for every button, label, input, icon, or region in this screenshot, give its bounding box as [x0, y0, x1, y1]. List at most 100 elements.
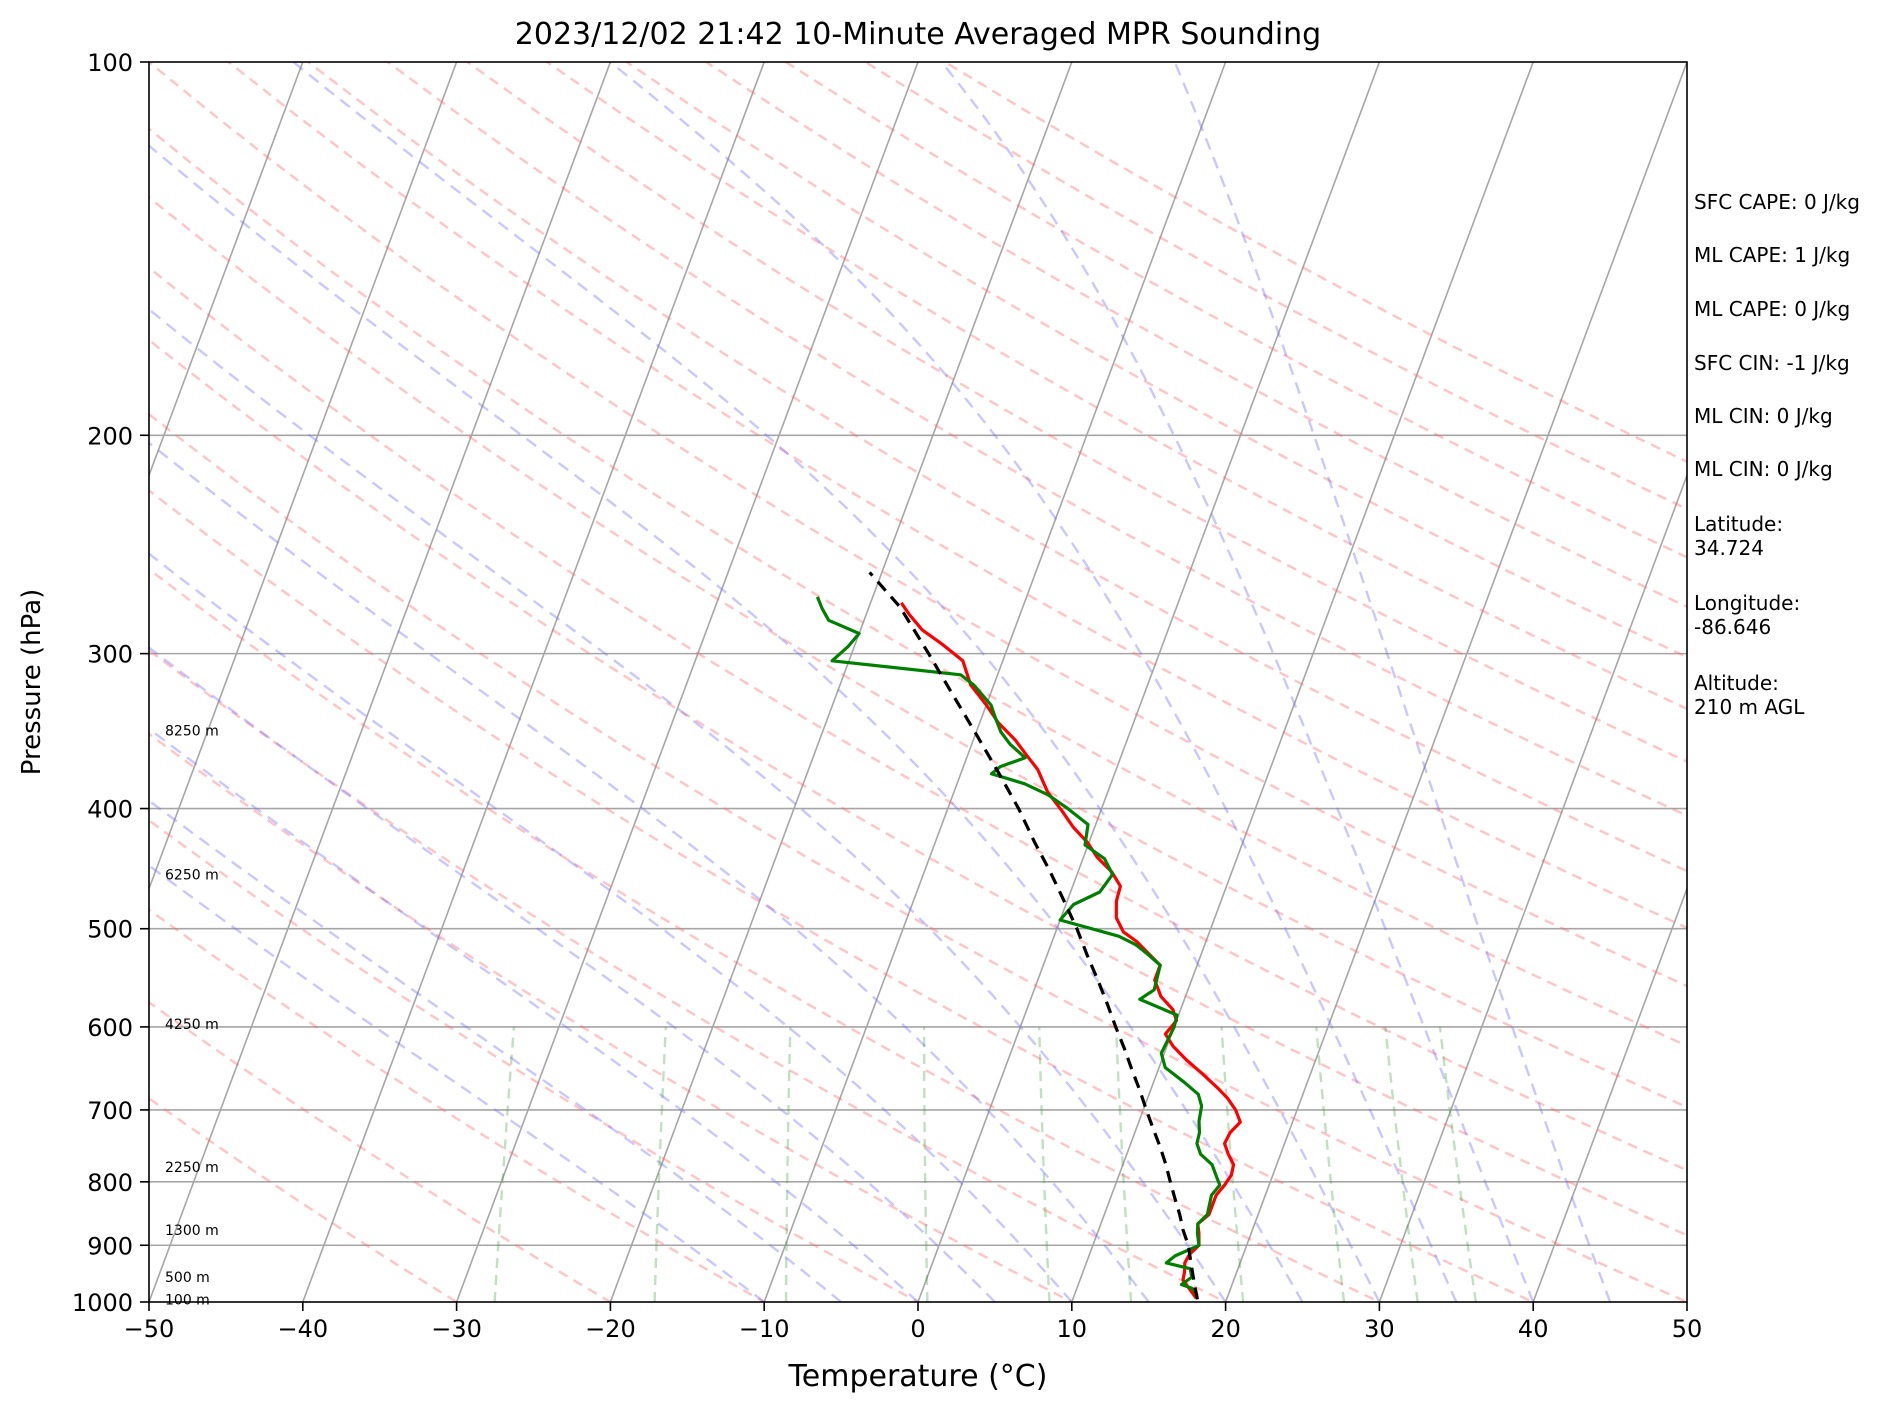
moist-adiabat-line [149, 864, 765, 1302]
isotherm-line [0, 5, 16, 1328]
moist-adiabat-line [149, 727, 919, 1302]
dry-adiabat-line [149, 648, 1229, 1302]
dry-adiabat-line [227, 62, 1687, 930]
mixing-ratio-line [922, 1026, 929, 1302]
x-tick-label: −20 [585, 1315, 636, 1343]
dry-adiabat-line [625, 62, 1687, 659]
dry-adiabat-line [386, 62, 1687, 818]
y-axis-label: Pressure (hPa) [17, 589, 47, 776]
dry-adiabat-line [149, 567, 1383, 1302]
y-tick-label: 1000 [72, 1289, 133, 1317]
height-label: 100 m [165, 1292, 210, 1308]
mixing-ratio-line [1038, 1026, 1051, 1302]
parcel-path-line [868, 571, 1199, 1300]
height-label: 1300 m [165, 1223, 219, 1239]
mixing-ratio-line [1220, 1026, 1245, 1302]
altitude-label: Altitude: 210 m AGL [1694, 671, 1805, 719]
x-axis-ticks: −50 −40 −30 −20 −10 0 10 20 30 40 50 [124, 1302, 1703, 1343]
isotherm-line [1378, 473, 1687, 1302]
ml-cin-label: ML CIN: 0 J/kg [1694, 404, 1833, 428]
dry-adiabat-line [149, 489, 1537, 1302]
isotherm-line [917, 62, 1381, 1302]
isotherm-line [149, 62, 304, 478]
moist-adiabat-line [940, 62, 1535, 1302]
x-tick-label: 40 [1518, 1315, 1549, 1343]
isotherm-line [149, 62, 458, 891]
dry-adiabat-line [546, 62, 1687, 711]
longitude-label: Longitude: -86.646 [1694, 591, 1801, 639]
reference-lines [0, 5, 1687, 1328]
x-tick-label: 10 [1057, 1315, 1088, 1343]
mixing-ratio-line [784, 1026, 792, 1302]
dry-adiabat-line [149, 1000, 613, 1302]
height-label: 2250 m [165, 1160, 219, 1176]
chart-title: 2023/12/02 21:42 10-Minute Averaged MPR … [515, 17, 1321, 52]
isotherm-line [763, 62, 1227, 1302]
y-tick-label: 300 [87, 641, 133, 669]
x-tick-label: −40 [277, 1315, 328, 1343]
x-tick-label: −30 [431, 1315, 482, 1343]
data-series [815, 571, 1242, 1300]
y-tick-label: 800 [87, 1169, 133, 1197]
moist-adiabat-line [609, 62, 1458, 1302]
latitude-label: Latitude: 34.724 [1694, 512, 1784, 560]
x-tick-label: 0 [910, 1315, 925, 1343]
y-axis-ticks: 1000 900 800 700 600 500 400 300 200 100 [72, 49, 149, 1317]
dry-adiabat-line [149, 127, 1687, 1048]
y-tick-label: 500 [87, 916, 133, 944]
x-tick-label: 30 [1364, 1315, 1395, 1343]
height-labels: 100 m 500 m 1300 m 2250 m 4250 m 6250 m 8250 m [165, 724, 219, 1309]
sfc-cape-label: SFC CAPE: 0 J/kg [1694, 190, 1860, 214]
x-tick-label: −10 [739, 1315, 790, 1343]
ml-cin-label-2: ML CIN: 0 J/kg [1694, 457, 1833, 481]
dry-adiabat-line [149, 1096, 459, 1302]
mixing-ratio-line [493, 1026, 516, 1302]
y-tick-label: 700 [87, 1097, 133, 1125]
moist-adiabat-line [1173, 62, 1612, 1302]
height-label: 4250 m [165, 1017, 219, 1033]
moist-adiabat-line [149, 646, 996, 1302]
mixing-ratio-line [1315, 1026, 1346, 1302]
dry-adiabat-line [149, 908, 767, 1302]
dry-adiabat-line [149, 412, 1687, 1302]
dry-adiabat-line [149, 266, 1687, 1172]
isotherm-line [301, 62, 766, 1302]
y-tick-label: 100 [87, 49, 133, 77]
moist-adiabat-line [149, 552, 1073, 1302]
isotherm-line [455, 62, 919, 1302]
x-tick-label: −50 [124, 1315, 175, 1343]
moist-adiabat-line [149, 441, 1150, 1302]
dry-adiabat-line [466, 62, 1687, 763]
y-tick-label: 200 [87, 422, 133, 450]
mixing-ratio-line [1384, 1026, 1419, 1302]
ml-cape-label-2: ML CAPE: 0 J/kg [1694, 297, 1851, 321]
mixing-ratio-line [653, 1026, 667, 1302]
isotherm-line [609, 62, 1073, 1302]
isotherm-line [1532, 886, 1687, 1302]
moist-adiabat-line [292, 62, 1381, 1302]
ml-cape-label: ML CAPE: 1 J/kg [1694, 243, 1851, 267]
y-tick-label: 400 [87, 796, 133, 824]
height-label: 6250 m [165, 867, 219, 883]
isotherm-line [1070, 62, 1535, 1302]
height-label: 8250 m [165, 724, 219, 740]
mixing-ratio-line [1438, 1026, 1478, 1302]
dry-adiabat-line [149, 338, 1687, 1237]
isotherm-line [149, 62, 612, 1302]
height-label: 500 m [165, 1270, 210, 1286]
mixing-ratio-line [1114, 1026, 1133, 1302]
moist-adiabat-line [149, 144, 1304, 1302]
sfc-cin-label: SFC CIN: -1 J/kg [1694, 351, 1850, 375]
dry-adiabat-line [149, 732, 1075, 1302]
y-tick-label: 600 [87, 1014, 133, 1042]
moist-adiabat-line [149, 799, 842, 1302]
y-tick-label: 900 [87, 1232, 133, 1260]
dry-adiabat-line [149, 195, 1687, 1109]
x-tick-label: 50 [1672, 1315, 1703, 1343]
dewpoint-line [815, 596, 1222, 1297]
dry-adiabat-line [149, 62, 1687, 988]
dry-adiabat-line [705, 62, 1687, 609]
x-tick-label: 20 [1210, 1315, 1241, 1343]
x-axis-label: Temperature (°C) [788, 1359, 1048, 1394]
